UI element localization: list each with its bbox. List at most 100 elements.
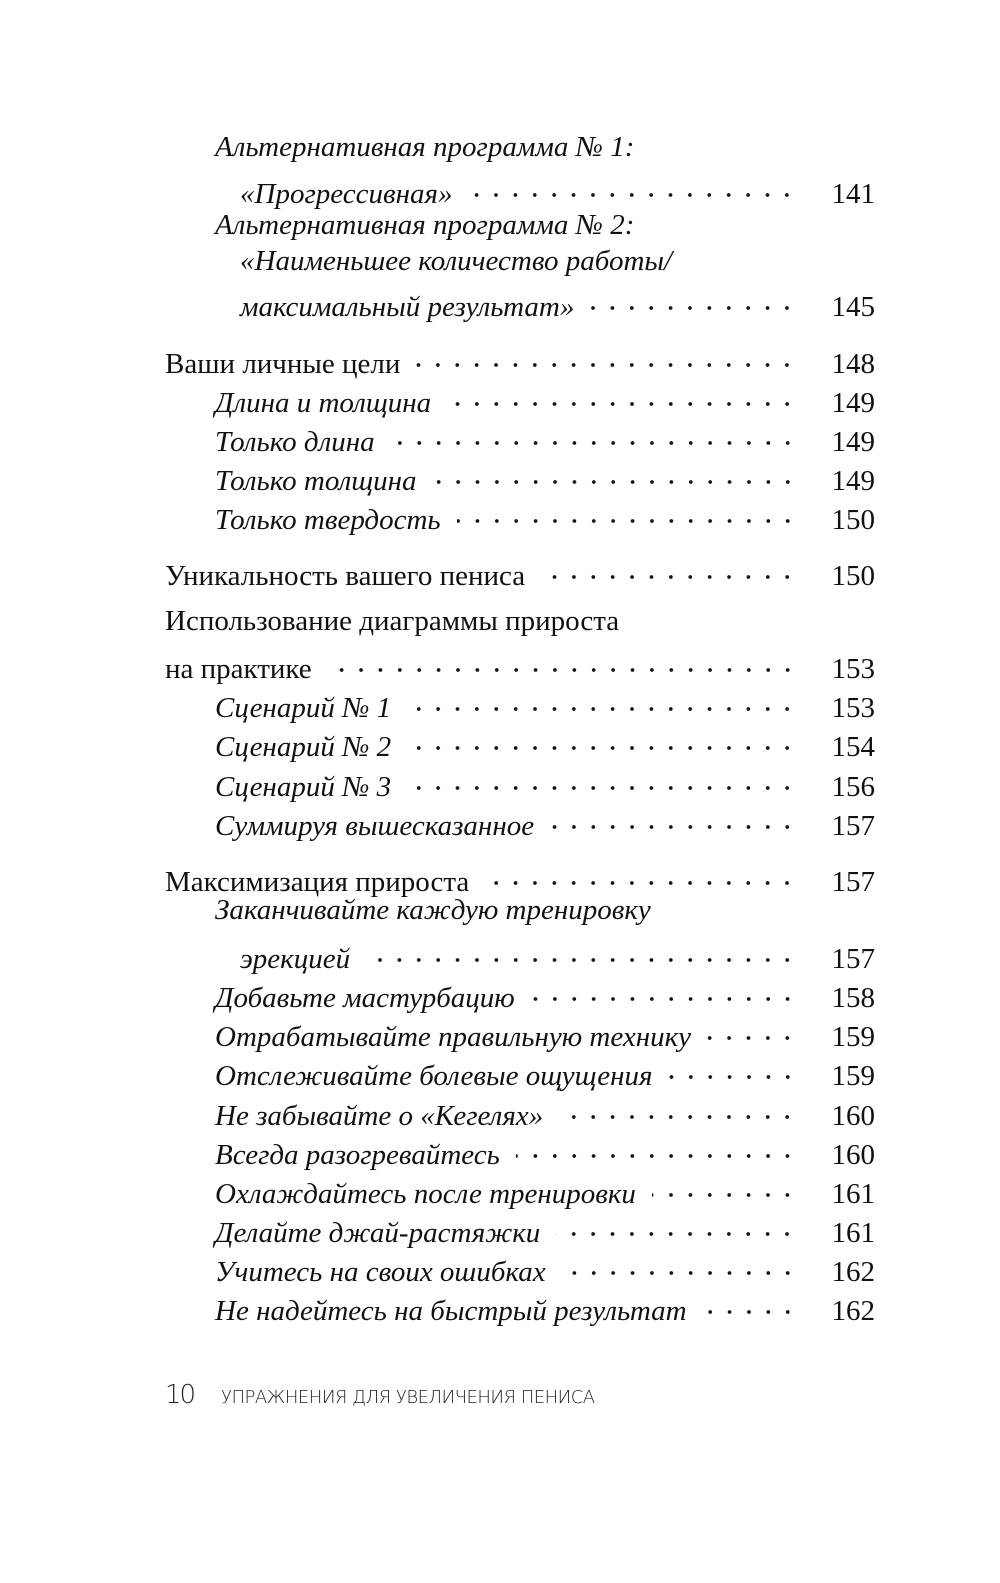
toc-entry-page: 157 bbox=[831, 943, 876, 975]
toc-entry-title: Сценарий № 1 bbox=[215, 692, 392, 724]
toc-entry-page: 154 bbox=[831, 731, 876, 763]
toc-entry: Отрабатывайте правильную технику 159 bbox=[0, 1007, 875, 1053]
toc-entry: Альтернативная программа № 2: bbox=[0, 206, 875, 245]
page-number: 10 bbox=[165, 1380, 196, 1410]
toc-entry-title: Учитесь на своих ошибках bbox=[215, 1256, 546, 1288]
toc-entry: эрекцией 157 bbox=[0, 929, 875, 975]
toc-entry-page: 157 bbox=[831, 866, 876, 898]
leader-dots bbox=[485, 852, 797, 891]
toc-entry-title: «Наименьшее количество работы/ bbox=[240, 245, 673, 277]
toc-entry-page: 162 bbox=[831, 1256, 876, 1288]
toc-entry: Охлаждайтесь после тренировки 161 bbox=[0, 1164, 875, 1210]
toc-entry: Только длина 149 bbox=[0, 412, 875, 458]
leader-dots bbox=[327, 639, 797, 678]
toc-entry: Только толщина 149 bbox=[0, 451, 875, 497]
toc-entry-page: 161 bbox=[831, 1178, 876, 1210]
toc-entry: Только твердость 150 bbox=[0, 490, 875, 536]
leader-dots bbox=[407, 757, 797, 796]
toc-entry: Суммируя вышесказанное 157 bbox=[0, 796, 875, 842]
toc-entry: Длина и толщина 149 bbox=[0, 373, 875, 419]
leader-dots bbox=[366, 929, 797, 968]
toc-entry-title: Использование диаграммы прироста bbox=[165, 605, 620, 637]
toc-entry-page: 159 bbox=[831, 1021, 876, 1053]
toc-entry-title: Альтернативная программа № 2: bbox=[215, 209, 635, 241]
leader-dots bbox=[707, 1007, 797, 1046]
leader-dots bbox=[559, 1086, 797, 1125]
toc-entry-title: Отрабатывайте правильную технику bbox=[215, 1021, 692, 1053]
toc-entry-page: 153 bbox=[831, 653, 876, 685]
toc-entry-title: Альтернативная программа № 1: bbox=[215, 131, 635, 163]
toc-entry-title: Ваши личные цели bbox=[165, 348, 401, 380]
toc-entry-title: Заканчивайте каждую тренировку bbox=[215, 894, 651, 926]
toc-entry: Добавьте мастурбацию 158 bbox=[0, 968, 875, 1014]
leader-dots bbox=[590, 277, 797, 316]
toc-entry-title: Не надейтесь на быстрый результат bbox=[215, 1295, 687, 1327]
toc-entry: Не надейтесь на быстрый результат 162 bbox=[0, 1281, 875, 1327]
toc-entry-page: 150 bbox=[831, 560, 876, 592]
toc-entry: Альтернативная программа № 1: bbox=[0, 128, 875, 167]
toc-entry-page: 160 bbox=[831, 1139, 876, 1171]
toc-entry-title: Только толщина bbox=[215, 465, 417, 497]
toc-entry-page: 159 bbox=[831, 1060, 876, 1092]
toc-entry-page: 150 bbox=[831, 504, 876, 536]
leader-dots bbox=[456, 490, 797, 529]
toc-entry-page: 149 bbox=[831, 426, 876, 458]
toc-entry-title: Максимизация прироста bbox=[165, 866, 470, 898]
toc-entry: «Прогрессивная» 141 bbox=[0, 164, 875, 210]
toc-entry: Использование диаграммы прироста bbox=[0, 602, 875, 641]
leader-dots bbox=[561, 1242, 797, 1281]
toc-entry: Не забывайте о «Кегелях» 160 bbox=[0, 1086, 875, 1132]
toc-entry: «Наименьшее количество работы/ bbox=[0, 242, 875, 281]
toc-entry: Сценарий № 2 154 bbox=[0, 717, 875, 763]
toc-entry: Заканчивайте каждую тренировку bbox=[0, 891, 875, 930]
toc-entry-page: 148 bbox=[831, 348, 876, 380]
toc-entry-title: Суммируя вышесказанное bbox=[215, 810, 535, 842]
toc-entry: Сценарий № 1 153 bbox=[0, 678, 875, 724]
toc-entry-page: 156 bbox=[831, 771, 876, 803]
running-title: УПРАЖНЕНИЯ ДЛЯ УВЕЛИЧЕНИЯ ПЕНИСА bbox=[221, 1387, 595, 1408]
toc-entry-page: 161 bbox=[831, 1217, 876, 1249]
toc-entry-page: 145 bbox=[831, 291, 876, 323]
toc-entry-title: Всегда разогревайтесь bbox=[215, 1139, 500, 1171]
toc-entry-title: Не забывайте о «Кегелях» bbox=[215, 1100, 544, 1132]
leader-dots bbox=[541, 546, 797, 585]
leader-dots bbox=[407, 717, 797, 756]
toc-entry: Учитесь на своих ошибках 162 bbox=[0, 1242, 875, 1288]
toc-entry-page: 149 bbox=[831, 387, 876, 419]
leader-dots bbox=[390, 412, 797, 451]
toc-entry-title: максимальный результат» bbox=[240, 291, 575, 323]
toc-entry: максимальный результат» 145 bbox=[0, 277, 875, 323]
toc-entry-title: Делайте джай-растяжки bbox=[215, 1217, 541, 1249]
toc-entry: Сценарий № 3 156 bbox=[0, 757, 875, 803]
toc-entry: Отслеживайте болевые ощущения 159 bbox=[0, 1046, 875, 1092]
toc-entry-title: Добавьте мастурбацию bbox=[215, 982, 515, 1014]
toc-entry-page: 157 bbox=[831, 810, 876, 842]
toc-entry: Делайте джай-растяжки 161 bbox=[0, 1203, 875, 1249]
toc-entry-page: 158 bbox=[831, 982, 876, 1014]
toc-entry: Уникальность вашего пениса 150 bbox=[0, 546, 875, 592]
leader-dots bbox=[550, 796, 797, 835]
toc-entry: Всегда разогревайтесь 160 bbox=[0, 1125, 875, 1171]
toc-entry-page: 160 bbox=[831, 1100, 876, 1132]
toc-entry-page: 153 bbox=[831, 692, 876, 724]
toc-entry-title: эрекцией bbox=[240, 943, 351, 975]
toc-entry-page: 141 bbox=[831, 178, 876, 210]
toc-entry-title: Сценарий № 2 bbox=[215, 731, 392, 763]
toc-entry-page: 149 bbox=[831, 465, 876, 497]
toc-entry-title: «Прогрессивная» bbox=[240, 178, 453, 210]
leader-dots bbox=[702, 1281, 797, 1320]
page-footer: 10 УПРАЖНЕНИЯ ДЛЯ УВЕЛИЧЕНИЯ ПЕНИСА bbox=[165, 1380, 725, 1410]
toc-entry: Максимизация прироста 157 bbox=[0, 852, 875, 898]
leader-dots bbox=[416, 334, 797, 373]
leader-dots bbox=[407, 678, 797, 717]
leader-dots bbox=[432, 451, 797, 490]
toc-entry: на практике 153 bbox=[0, 639, 875, 685]
toc-entry-title: Только твердость bbox=[215, 504, 441, 536]
toc-entry-title: на практике bbox=[165, 653, 312, 685]
leader-dots bbox=[668, 1046, 797, 1085]
toc-entry-title: Сценарий № 3 bbox=[215, 771, 392, 803]
leader-dots bbox=[530, 968, 797, 1007]
leader-dots bbox=[468, 164, 797, 203]
leader-dots bbox=[515, 1125, 797, 1164]
toc-entry-title: Только длина bbox=[215, 426, 375, 458]
